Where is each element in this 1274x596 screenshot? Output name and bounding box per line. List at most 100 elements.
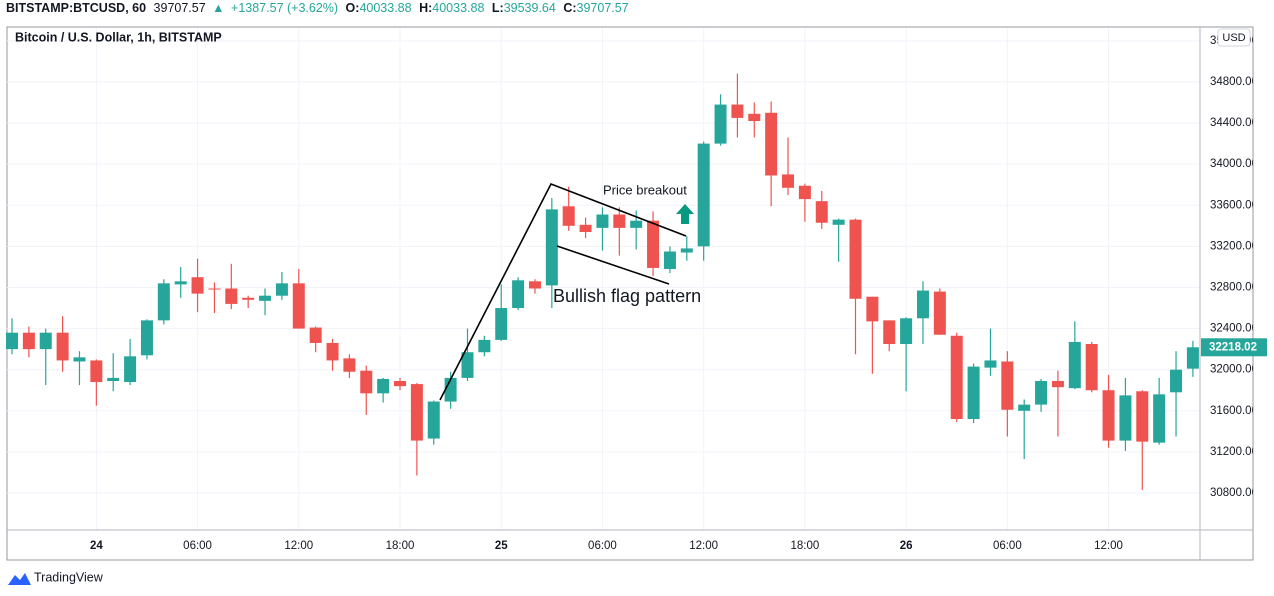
price: 39707.57: [154, 1, 206, 15]
candle-body: [22, 332, 35, 350]
change: +1387.57 (+3.62%): [231, 1, 338, 15]
candle-body: [410, 384, 423, 441]
ohlc-label: C:: [563, 1, 576, 15]
x-tick-label: 18:00: [790, 540, 819, 552]
candle-body: [343, 358, 356, 372]
candle-body: [849, 219, 862, 299]
candle-body: [275, 283, 288, 296]
currency-button[interactable]: [1217, 28, 1251, 47]
logo[interactable]: TradingView: [8, 570, 104, 585]
candle-body: [1102, 390, 1115, 441]
candle-body: [326, 342, 339, 361]
candle-body: [478, 339, 491, 353]
y-tick-label: 34000.00: [1210, 158, 1258, 170]
chart-title: Bitcoin / U.S. Dollar, 1h, BITSTAMP: [15, 30, 222, 44]
time-axis: 24 06:00 12:00 18:00 25 06:00 12:00 18:00 26 06:0…: [90, 540, 1123, 552]
symbol: BITSTAMP:BTCUSD, 60: [6, 1, 146, 15]
ohlc-label: H:: [419, 1, 432, 15]
candle-body: [495, 308, 508, 340]
candle-body: [562, 206, 575, 226]
candle-body: [528, 281, 541, 289]
candle-body: [984, 360, 997, 368]
x-tick-label: 18:00: [386, 540, 415, 552]
candle-body: [444, 377, 457, 402]
ohlc-value: 39539.64: [504, 1, 556, 15]
candle-body: [1085, 343, 1098, 391]
y-tick-label: 31600.00: [1210, 405, 1258, 417]
candle-body: [107, 377, 120, 381]
candle-body: [714, 104, 727, 144]
candle-body: [1068, 341, 1081, 389]
candle-body: [883, 320, 896, 344]
candle-body: [225, 288, 238, 304]
candle-body: [579, 224, 592, 232]
candle-body: [56, 332, 69, 361]
header: BITSTAMP:BTCUSD, 60 39707.57 ▲ +1387.57 …: [6, 1, 629, 15]
candle-body: [394, 380, 407, 387]
candle-body: [950, 335, 963, 420]
candles: [6, 73, 1199, 490]
candle-body: [39, 332, 52, 350]
flag-pole-upper: [439, 182, 687, 401]
candle-body: [832, 219, 845, 225]
candle-body: [933, 291, 946, 335]
candle-body: [1018, 404, 1031, 411]
candle-body: [647, 220, 660, 268]
candle-body: [90, 360, 103, 383]
candle-body: [596, 214, 609, 228]
x-tick-label: 06:00: [588, 540, 617, 552]
candle-body: [815, 201, 828, 223]
y-tick-label: 32800.00: [1210, 282, 1258, 294]
last-price: 32218.02: [1201, 338, 1267, 357]
footer-brand[interactable]: TradingView: [34, 570, 104, 584]
candle-body: [259, 295, 272, 301]
candle-body: [1186, 347, 1199, 369]
flag-drawing: [439, 182, 687, 401]
candle-body: [798, 185, 811, 200]
candle-body: [866, 296, 879, 322]
candle-body: [663, 251, 676, 269]
y-tick-label: 32000.00: [1210, 364, 1258, 376]
x-tick-label: 25: [495, 540, 508, 552]
candle-body: [427, 401, 440, 439]
candle-body: [545, 209, 558, 286]
last-price-box: [1201, 338, 1267, 357]
candle-body: [174, 281, 187, 285]
candle-body: [191, 277, 204, 294]
logo-icon[interactable]: [8, 573, 31, 585]
candle-body: [900, 318, 913, 344]
ohlc-value: 40033.88: [359, 1, 411, 15]
candle-body: [1153, 394, 1166, 443]
annotation: Price breakout: [603, 182, 687, 197]
price-axis: 30800.00 31200.00 31600.00 32000.00 32400.00…: [1210, 35, 1258, 499]
candle-body: [630, 220, 643, 228]
candle-body: [140, 320, 153, 356]
candle-body: [461, 352, 474, 378]
candle-body: [1051, 380, 1064, 388]
candle-body: [208, 288, 221, 290]
ohlc-value: 40033.88: [432, 1, 484, 15]
ohlc-value: 39707.57: [577, 1, 629, 15]
currency-label[interactable]: USD: [1222, 32, 1245, 44]
candle-body: [782, 174, 795, 188]
candle-body: [765, 112, 778, 176]
candle-body: [1170, 369, 1183, 393]
x-tick-label: 24: [90, 540, 103, 552]
x-tick-label: 06:00: [993, 540, 1022, 552]
candle-body: [1119, 395, 1132, 441]
last-price-label: 32218.02: [1209, 341, 1257, 353]
candle-body: [157, 283, 170, 321]
candle-body: [748, 113, 761, 122]
x-tick-label: 26: [900, 540, 913, 552]
candle-body: [1035, 380, 1048, 405]
chart-frame: [6, 26, 1254, 561]
x-tick-label: 12:00: [689, 540, 718, 552]
y-tick-label: 33200.00: [1210, 240, 1258, 252]
x-tick-label: 06:00: [183, 540, 212, 552]
candle-body: [613, 214, 626, 228]
candle-body: [512, 280, 525, 309]
ohlc-label: L:: [492, 1, 504, 15]
y-tick-label: 32400.00: [1210, 323, 1258, 335]
